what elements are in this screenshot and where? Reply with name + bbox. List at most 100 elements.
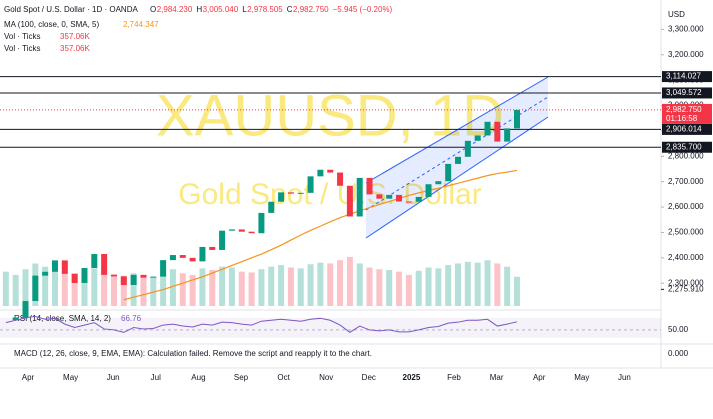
volume-bar bbox=[337, 260, 344, 306]
vol-value: 357.06K bbox=[60, 44, 90, 53]
candle-body bbox=[199, 246, 206, 262]
volume-bar bbox=[219, 266, 226, 306]
x-tick-label: Aug bbox=[191, 373, 205, 382]
macd-tick: 0.000 bbox=[668, 349, 689, 358]
candle-body bbox=[504, 128, 511, 142]
volume-bar bbox=[287, 267, 294, 306]
rsi-label: RSI (14, close, SMA, 14, 2) bbox=[14, 314, 111, 323]
candle-body bbox=[405, 201, 412, 203]
x-tick-label: May bbox=[574, 373, 589, 382]
volume-bar bbox=[356, 263, 363, 306]
y-tick-label: 2,700.000 bbox=[668, 177, 704, 186]
candle-body bbox=[366, 177, 373, 195]
volume-bar bbox=[415, 270, 422, 306]
volume-bar bbox=[317, 262, 324, 306]
candle-body bbox=[150, 276, 157, 278]
candle-body bbox=[415, 196, 422, 202]
x-tick-label: Mar bbox=[490, 373, 504, 382]
candle-body bbox=[238, 229, 245, 232]
candle-body bbox=[110, 274, 117, 277]
volume-bar bbox=[366, 267, 373, 306]
candle-body bbox=[474, 135, 481, 141]
vol-value: 357.06K bbox=[60, 32, 90, 41]
x-tick-label: Nov bbox=[319, 373, 333, 382]
level-label-box bbox=[662, 141, 712, 153]
candle-body bbox=[268, 201, 275, 213]
y-tick-label: 2,300.000 bbox=[668, 278, 704, 287]
ma-line bbox=[123, 169, 518, 301]
change: −5.945 (−0.20%) bbox=[333, 5, 393, 14]
candle-body bbox=[356, 177, 363, 217]
candle-body bbox=[130, 274, 137, 286]
ohlc-key: C bbox=[287, 5, 293, 14]
y-tick-label: 2,600.000 bbox=[668, 202, 704, 211]
x-tick-label: Jul bbox=[151, 373, 161, 382]
candle-body bbox=[346, 185, 353, 217]
volume-bar bbox=[179, 273, 186, 306]
volume-bar bbox=[327, 263, 334, 306]
volume-bar bbox=[514, 276, 520, 306]
candle-body bbox=[494, 121, 501, 142]
volume-bar bbox=[494, 263, 501, 306]
ma-value: 2,744.347 bbox=[123, 20, 159, 29]
volume-bar bbox=[81, 274, 88, 306]
level-label: 2,906.014 bbox=[666, 125, 702, 134]
vol-label: Vol · Ticks bbox=[4, 32, 40, 41]
candle-body bbox=[61, 260, 68, 274]
volume-bar bbox=[258, 269, 265, 306]
candle-body bbox=[445, 163, 452, 182]
x-tick-label: Oct bbox=[277, 373, 290, 382]
candle-body bbox=[120, 276, 127, 286]
candle-body bbox=[327, 169, 334, 173]
volume-bar bbox=[435, 268, 442, 306]
candle-body bbox=[169, 255, 176, 261]
symbol: Gold Spot / U.S. Dollar · 1D · OANDA bbox=[4, 5, 138, 14]
candle-body bbox=[12, 317, 19, 321]
volume-bar bbox=[160, 271, 167, 306]
candle-body bbox=[514, 109, 520, 129]
volume-bar bbox=[474, 262, 481, 306]
countdown: 01:16:58 bbox=[666, 114, 698, 123]
volume-bar bbox=[445, 265, 452, 306]
candle-body bbox=[140, 274, 147, 278]
level-label-box bbox=[662, 71, 712, 83]
candle-body bbox=[258, 212, 265, 234]
ma-label: MA (100, close, 0, SMA, 5) bbox=[4, 20, 99, 29]
candle-body bbox=[278, 192, 285, 202]
last-price-box bbox=[662, 103, 712, 124]
volume-bar bbox=[405, 274, 412, 306]
ohlc-value: 2,984.230 bbox=[157, 5, 193, 14]
candle-body bbox=[396, 194, 403, 202]
candle-body bbox=[287, 192, 294, 194]
marker-label: 2,275.910 bbox=[668, 284, 704, 293]
candle-body bbox=[464, 140, 471, 157]
level-label-box bbox=[662, 87, 712, 99]
candle-body bbox=[209, 246, 216, 250]
x-tick-label: Apr bbox=[22, 373, 35, 382]
candle-body bbox=[22, 301, 29, 318]
rsi-line bbox=[5, 315, 518, 333]
volume-bar bbox=[71, 273, 78, 306]
volume-bar bbox=[130, 273, 137, 306]
volume-bar bbox=[12, 274, 19, 306]
candle-body bbox=[297, 192, 304, 194]
candle-body bbox=[455, 156, 462, 164]
volume-bar bbox=[120, 275, 127, 306]
volume-bar bbox=[228, 267, 235, 306]
candle-body bbox=[91, 254, 98, 268]
candle-body bbox=[376, 194, 383, 199]
y-tick-label: 3,300.000 bbox=[668, 24, 704, 33]
x-tick-label: Jun bbox=[107, 373, 120, 382]
candle-body bbox=[81, 268, 88, 283]
candle-body bbox=[51, 260, 58, 272]
volume-bar bbox=[61, 270, 68, 306]
last-price: 2,982.750 bbox=[666, 105, 702, 114]
x-tick-label: Dec bbox=[362, 373, 376, 382]
x-tick-label: May bbox=[63, 373, 78, 382]
level-label: 3,049.572 bbox=[666, 88, 702, 97]
candle-body bbox=[307, 176, 314, 193]
candle-body bbox=[228, 229, 235, 231]
channel-line bbox=[365, 76, 549, 184]
y-tick-label: 2,400.000 bbox=[668, 253, 704, 262]
